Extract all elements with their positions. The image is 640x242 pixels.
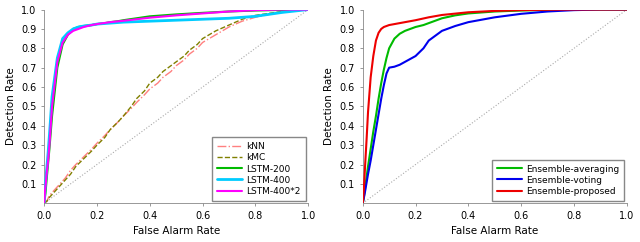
Legend: Ensemble-averaging, Ensemble-voting, Ensemble-proposed: Ensemble-averaging, Ensemble-voting, Ens… <box>492 160 624 201</box>
Y-axis label: Detection Rate: Detection Rate <box>324 68 334 145</box>
Legend: kNN, kMC, LSTM-200, LSTM-400, LSTM-400*2: kNN, kMC, LSTM-200, LSTM-400, LSTM-400*2 <box>212 137 305 201</box>
X-axis label: False Alarm Rate: False Alarm Rate <box>132 227 220 236</box>
Y-axis label: Detection Rate: Detection Rate <box>6 68 15 145</box>
X-axis label: False Alarm Rate: False Alarm Rate <box>451 227 538 236</box>
